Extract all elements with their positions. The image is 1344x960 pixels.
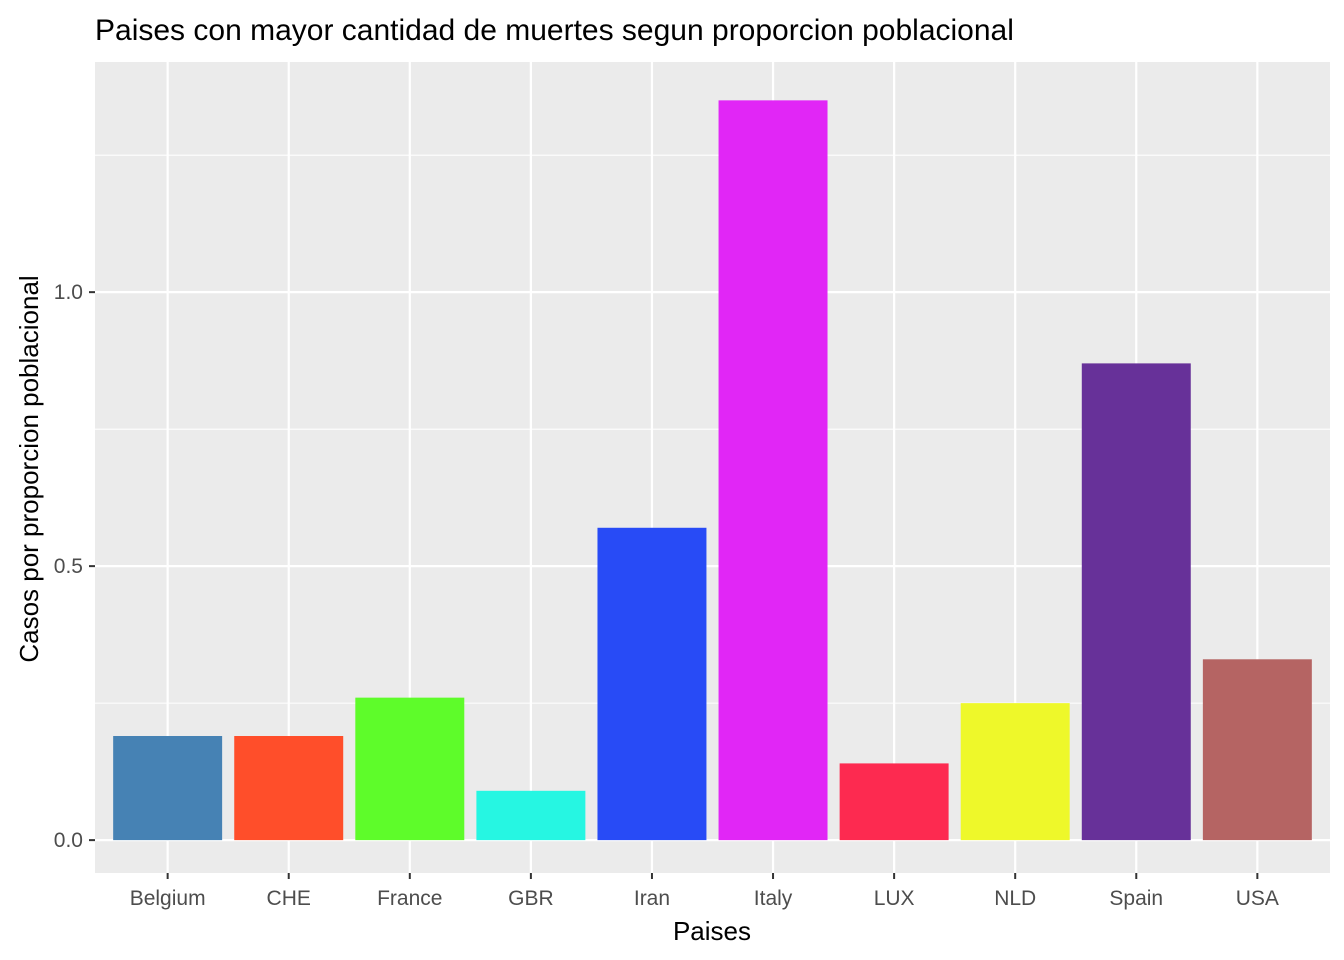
x-tick-label: LUX: [874, 887, 915, 910]
bar-lux: [839, 763, 949, 841]
x-tick-label: Iran: [634, 887, 670, 910]
bar-iran: [597, 527, 707, 841]
x-tick-label: GBR: [508, 887, 554, 910]
x-axis: Belgium CHE France GBR Iran Italy LUX NLD Spain U…: [130, 873, 1279, 910]
bar-nld: [960, 703, 1070, 841]
bar-belgium: [113, 736, 223, 841]
x-tick-label: Italy: [754, 887, 793, 910]
bar-france: [355, 697, 465, 841]
y-tick-label: 1.0: [54, 281, 83, 304]
x-tick-label: Spain: [1109, 887, 1163, 910]
x-tick-label: NLD: [994, 887, 1036, 910]
bar-che: [234, 736, 344, 841]
bar-usa: [1202, 659, 1312, 841]
y-axis-title: Casos por proporcion poblacional: [14, 275, 44, 662]
x-tick-label: USA: [1236, 887, 1279, 910]
y-tick-label: 0.0: [54, 829, 83, 852]
bar-gbr: [476, 790, 586, 841]
bars: [113, 100, 1312, 841]
bar-spain: [1081, 363, 1191, 841]
x-tick-label: Belgium: [130, 887, 206, 910]
x-axis-title: Paises: [673, 916, 751, 946]
x-tick-label: CHE: [267, 887, 311, 910]
y-tick-label: 0.5: [54, 555, 83, 578]
bar-italy: [718, 100, 828, 841]
chart-title: Paises con mayor cantidad de muertes seg…: [95, 14, 1014, 47]
x-tick-label: France: [377, 887, 442, 910]
y-axis: 0.0 0.5 1.0: [54, 281, 95, 852]
